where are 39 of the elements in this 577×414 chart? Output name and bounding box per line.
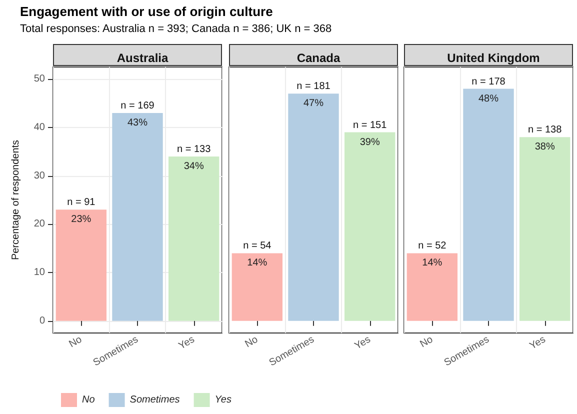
chart-title: United Kingdom [447, 51, 540, 65]
annotation: n = 151 [353, 120, 388, 131]
x-tick-label: No [418, 334, 436, 350]
text: Engagement with or use of origin culture [20, 4, 273, 19]
data-label: 34% [184, 160, 204, 172]
y-tick-label: 10 [34, 267, 46, 278]
annotation: n = 54 [243, 240, 272, 252]
data-label: 38% [534, 142, 555, 153]
annotation: n = 133 [177, 144, 212, 155]
x-tick-label: Yes [528, 334, 548, 352]
y-tick-label: 50 [34, 74, 46, 85]
y-tick-label: 30 [34, 170, 46, 182]
data-label: 39% [360, 136, 380, 148]
annotation: n = 91 [67, 197, 96, 208]
data-label: 48% [478, 93, 499, 104]
legend-label: Yes [214, 394, 232, 406]
data-label: 23% [71, 214, 92, 226]
y-tick-label: 0 [39, 315, 46, 326]
x-tick-label: Yes [352, 334, 373, 352]
legend-label: Sometimes [130, 394, 180, 406]
x-tick-label: No [67, 334, 84, 350]
y-tick-label: 20 [34, 218, 46, 230]
data-label: 43% [127, 117, 148, 128]
x-tick-label: No [243, 334, 260, 350]
annotation: n = 169 [120, 100, 155, 112]
annotation: n = 178 [472, 76, 506, 88]
data-label: 14% [422, 258, 442, 269]
chart-title: Australia [116, 51, 168, 65]
y-tick-label: 40 [34, 122, 46, 133]
annotation: n = 52 [418, 240, 447, 252]
legend-label: No [82, 394, 96, 406]
chart-title: Canada [296, 51, 340, 65]
data-label: 14% [247, 258, 268, 269]
x-tick-label: Yes [176, 334, 197, 352]
annotation: n = 138 [528, 124, 562, 136]
annotation: n = 181 [296, 81, 331, 92]
y-axis-title: Percentage of respondents [10, 140, 22, 260]
data-label: 47% [303, 98, 324, 110]
text: Total responses: Australia n = 393; Canada n = 386; UK n = 368 [20, 23, 332, 35]
